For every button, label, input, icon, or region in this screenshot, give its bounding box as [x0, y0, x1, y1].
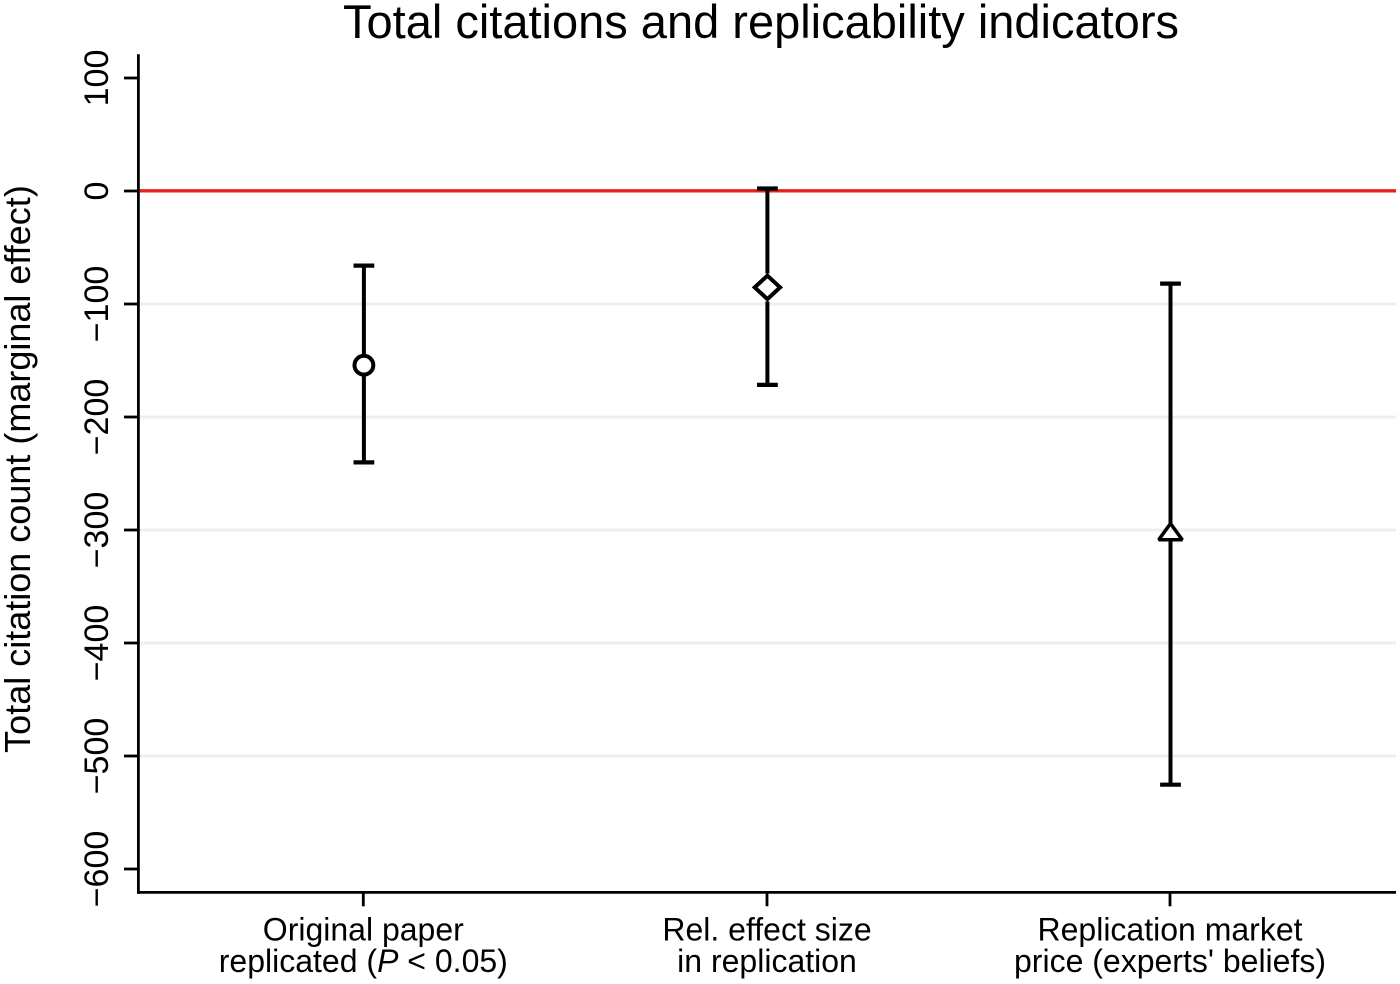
svg-text:replicated (P < 0.05): replicated (P < 0.05) [219, 943, 508, 979]
svg-text:Total citation count (marginal: Total citation count (marginal effect) [0, 185, 38, 753]
svg-text:price (experts' beliefs): price (experts' beliefs) [1014, 943, 1326, 979]
svg-text:0: 0 [78, 182, 116, 201]
svg-text:−200: −200 [78, 379, 116, 456]
svg-text:Original paper: Original paper [263, 912, 464, 948]
svg-text:in replication: in replication [677, 943, 857, 979]
svg-text:−100: −100 [78, 266, 116, 343]
svg-text:Total citations and replicabil: Total citations and replicability indica… [343, 0, 1179, 48]
svg-text:−400: −400 [78, 605, 116, 682]
svg-text:−600: −600 [78, 831, 116, 908]
svg-text:−500: −500 [78, 718, 116, 795]
svg-text:−300: −300 [78, 492, 116, 569]
svg-text:Replication market: Replication market [1038, 912, 1303, 948]
svg-text:100: 100 [78, 50, 116, 107]
svg-text:Rel. effect size: Rel. effect size [662, 912, 871, 948]
